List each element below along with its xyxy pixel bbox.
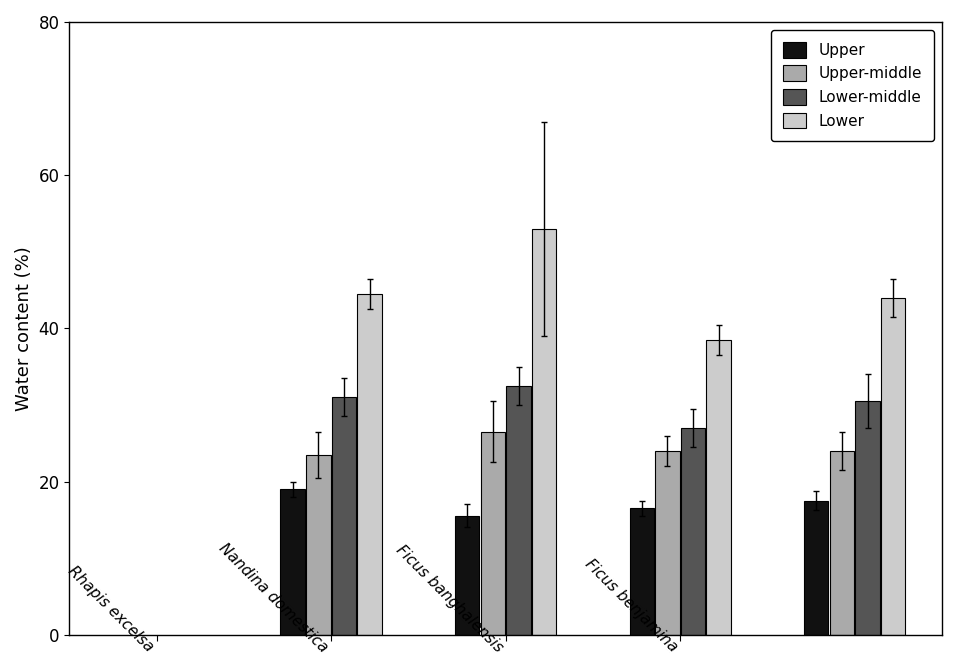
- Bar: [680, 428, 705, 634]
- Bar: [480, 431, 505, 634]
- Bar: [804, 500, 829, 634]
- Bar: [856, 401, 879, 634]
- Bar: [630, 509, 654, 634]
- Y-axis label: Water content (%): Water content (%): [15, 246, 33, 411]
- Bar: [280, 489, 305, 634]
- Bar: [306, 455, 330, 634]
- Legend: Upper, Upper-middle, Lower-middle, Lower: Upper, Upper-middle, Lower-middle, Lower: [771, 29, 934, 141]
- Bar: [830, 451, 855, 634]
- Bar: [455, 516, 479, 634]
- Bar: [506, 386, 531, 634]
- Bar: [358, 294, 382, 634]
- Bar: [881, 297, 905, 634]
- Bar: [656, 451, 679, 634]
- Bar: [332, 397, 356, 634]
- Bar: [706, 340, 731, 634]
- Bar: [532, 228, 556, 634]
